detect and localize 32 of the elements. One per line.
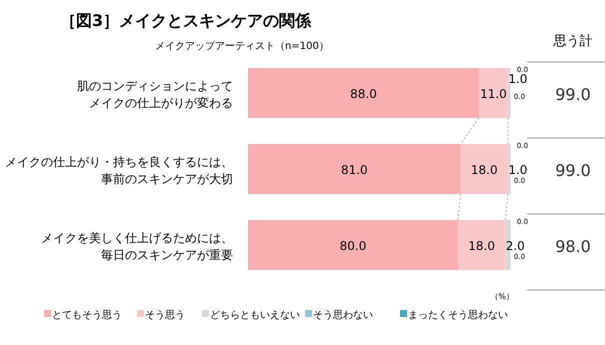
data-label: 80.0 xyxy=(340,239,366,253)
bar xyxy=(479,68,508,118)
text: （%） xyxy=(490,292,514,301)
y-tick-label: メイクを美しく仕上げるためには、毎日のスキンケアが重要 xyxy=(41,231,233,262)
legend-label: そう思わない xyxy=(313,310,373,321)
data-label: 1.0 xyxy=(508,72,528,86)
legend-label: まったくそう思わない xyxy=(408,310,508,321)
text: 思う計 xyxy=(552,34,592,49)
bar xyxy=(248,68,479,118)
bar xyxy=(460,144,508,194)
data-label: 1.0 xyxy=(508,163,528,177)
data-label: 81.0 xyxy=(340,163,368,177)
y-tick-label: 肌のコンディションによってメイクの仕上がりが変わる xyxy=(77,79,233,110)
bar xyxy=(508,68,510,118)
text: 98.0 xyxy=(555,237,591,256)
data-label: 11.0 xyxy=(480,87,507,101)
text: 99.0 xyxy=(555,161,591,180)
chart-subtitle: メイクアップアーティスト（n=100） xyxy=(155,40,329,52)
bar xyxy=(508,144,510,194)
data-label: 18.0 xyxy=(470,163,498,177)
y-tick-label: メイクの仕上がり・持ちを良くするには、事前のスキンケアが大切 xyxy=(5,155,233,186)
data-label: 88.0 xyxy=(350,87,377,101)
data-label: 18.0 xyxy=(468,239,495,253)
chart-title: ［図3］メイクとスキンケアの関係 xyxy=(60,11,312,30)
bar xyxy=(458,220,506,270)
data-label: 2.0 xyxy=(506,239,525,253)
legend-label: とてもそう思う xyxy=(52,310,122,321)
text: 99.0 xyxy=(555,85,591,104)
bar xyxy=(248,144,461,194)
legend-label: どちらともいえない xyxy=(210,310,300,321)
bar xyxy=(248,220,458,270)
legend-label: そう思う xyxy=(145,310,185,321)
